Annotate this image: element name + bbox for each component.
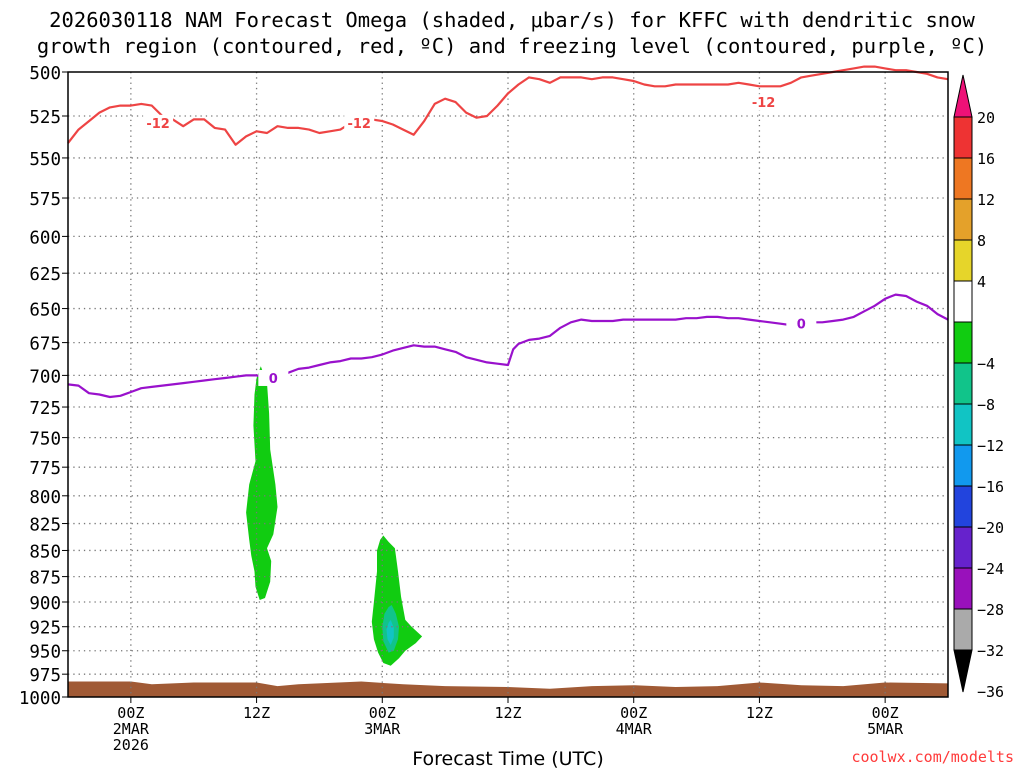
colorbar-bin-5 <box>953 321 973 364</box>
x-tick-label-78-0: 00Z <box>872 704 899 722</box>
colorbar-over-arrow <box>953 74 973 118</box>
site-credit: coolwx.com/modelts <box>851 748 1014 766</box>
colorbar-bin-6 <box>953 362 973 405</box>
x-tick-label-54-1: 4MAR <box>616 720 653 738</box>
x-tick-label-30-1: 3MAR <box>364 720 401 738</box>
y-tick-label-750: 750 <box>29 430 61 450</box>
colorbar-label-13: −36 <box>977 683 1004 701</box>
x-axis-title: Forecast Time (UTC) <box>412 748 603 768</box>
colorbar-bin-4 <box>953 280 973 323</box>
contour-label-1-1: 0 <box>797 318 806 333</box>
y-tick-label-825: 825 <box>29 516 61 536</box>
y-tick-label-525: 525 <box>29 108 61 128</box>
contour-label-0-0: -12 <box>146 117 170 132</box>
chart-title-line-2: growth region (contoured, red, ºC) and f… <box>36 34 988 58</box>
y-tick-label-900: 900 <box>29 594 61 614</box>
colorbar-label-1: 16 <box>977 150 995 168</box>
y-tick-label-575: 575 <box>29 190 61 210</box>
y-tick-label-950: 950 <box>29 643 61 663</box>
contour-label-0-1: -12 <box>347 117 371 132</box>
y-tick-label-850: 850 <box>29 542 61 562</box>
colorbar-bin-11 <box>953 567 973 610</box>
contour-label-bg-0-0 <box>143 114 174 131</box>
y-tick-label-550: 550 <box>29 150 61 170</box>
colorbar-bin-3 <box>953 239 973 282</box>
y-tick-label-500: 500 <box>29 64 61 84</box>
colorbar-label-6: −8 <box>977 396 995 414</box>
contour-label-0-2: -12 <box>752 96 776 111</box>
colorbar-label-3: 8 <box>977 232 986 250</box>
colorbar-bin-0 <box>953 116 973 159</box>
colorbar-bin-12 <box>953 608 973 651</box>
x-tick-label-66-0: 12Z <box>746 704 773 722</box>
y-tick-label-800: 800 <box>29 488 61 508</box>
y-tick-label-1000: 1000 <box>19 689 61 709</box>
x-tick-label-6-2: 2026 <box>113 736 149 754</box>
contour-label-bg-0-1 <box>344 114 375 131</box>
colorbar-bin-10 <box>953 526 973 569</box>
y-tick-label-650: 650 <box>29 301 61 321</box>
y-tick-label-725: 725 <box>29 399 61 419</box>
colorbar-label-4: 4 <box>977 273 986 291</box>
surface-terrain <box>68 681 948 697</box>
x-tick-label-42-0: 12Z <box>494 704 521 722</box>
x-tick-label-54-0: 00Z <box>620 704 647 722</box>
colorbar-label-0: 20 <box>977 109 995 127</box>
omega-shaded-region-1 <box>371 535 423 666</box>
colorbar-label-2: 12 <box>977 191 995 209</box>
colorbar-label-7: −12 <box>977 437 1004 455</box>
y-tick-label-675: 675 <box>29 335 61 355</box>
y-tick-label-600: 600 <box>29 228 61 248</box>
y-tick-label-775: 775 <box>29 459 61 479</box>
colorbar-bin-8 <box>953 444 973 487</box>
contour-line-1 <box>67 293 949 399</box>
colorbar-label-9: −20 <box>977 519 1004 537</box>
y-tick-label-925: 925 <box>29 619 61 639</box>
contour-label-1-0: 0 <box>269 372 278 387</box>
colorbar-bin-7 <box>953 403 973 446</box>
contour-line-0 <box>67 65 949 146</box>
contour-label-bg-1-0 <box>258 369 289 386</box>
colorbar-bin-1 <box>953 157 973 200</box>
contour-label-bg-1-1 <box>786 315 817 332</box>
colorbar-under-arrow <box>953 649 973 693</box>
x-tick-label-18-0: 12Z <box>243 704 270 722</box>
y-tick-label-875: 875 <box>29 569 61 589</box>
contour-label-bg-0-2 <box>748 94 779 111</box>
colorbar-label-12: −32 <box>977 642 1004 660</box>
colorbar-label-10: −24 <box>977 560 1004 578</box>
colorbar-bin-9 <box>953 485 973 528</box>
x-tick-label-78-1: 5MAR <box>867 720 904 738</box>
x-tick-label-6-1: 2MAR <box>113 720 150 738</box>
x-tick-label-6-0: 00Z <box>117 704 144 722</box>
colorbar-label-11: −28 <box>977 601 1004 619</box>
colorbar-bin-2 <box>953 198 973 241</box>
y-tick-label-625: 625 <box>29 265 61 285</box>
colorbar-label-8: −16 <box>977 478 1004 496</box>
x-tick-label-30-0: 00Z <box>369 704 396 722</box>
colorbar-label-5: −4 <box>977 355 995 373</box>
chart-title-line-1: 2026030118 NAM Forecast Omega (shaded, μ… <box>49 8 975 32</box>
y-tick-label-700: 700 <box>29 367 61 387</box>
y-tick-label-975: 975 <box>29 666 61 686</box>
omega-shaded-region-0 <box>246 366 278 600</box>
